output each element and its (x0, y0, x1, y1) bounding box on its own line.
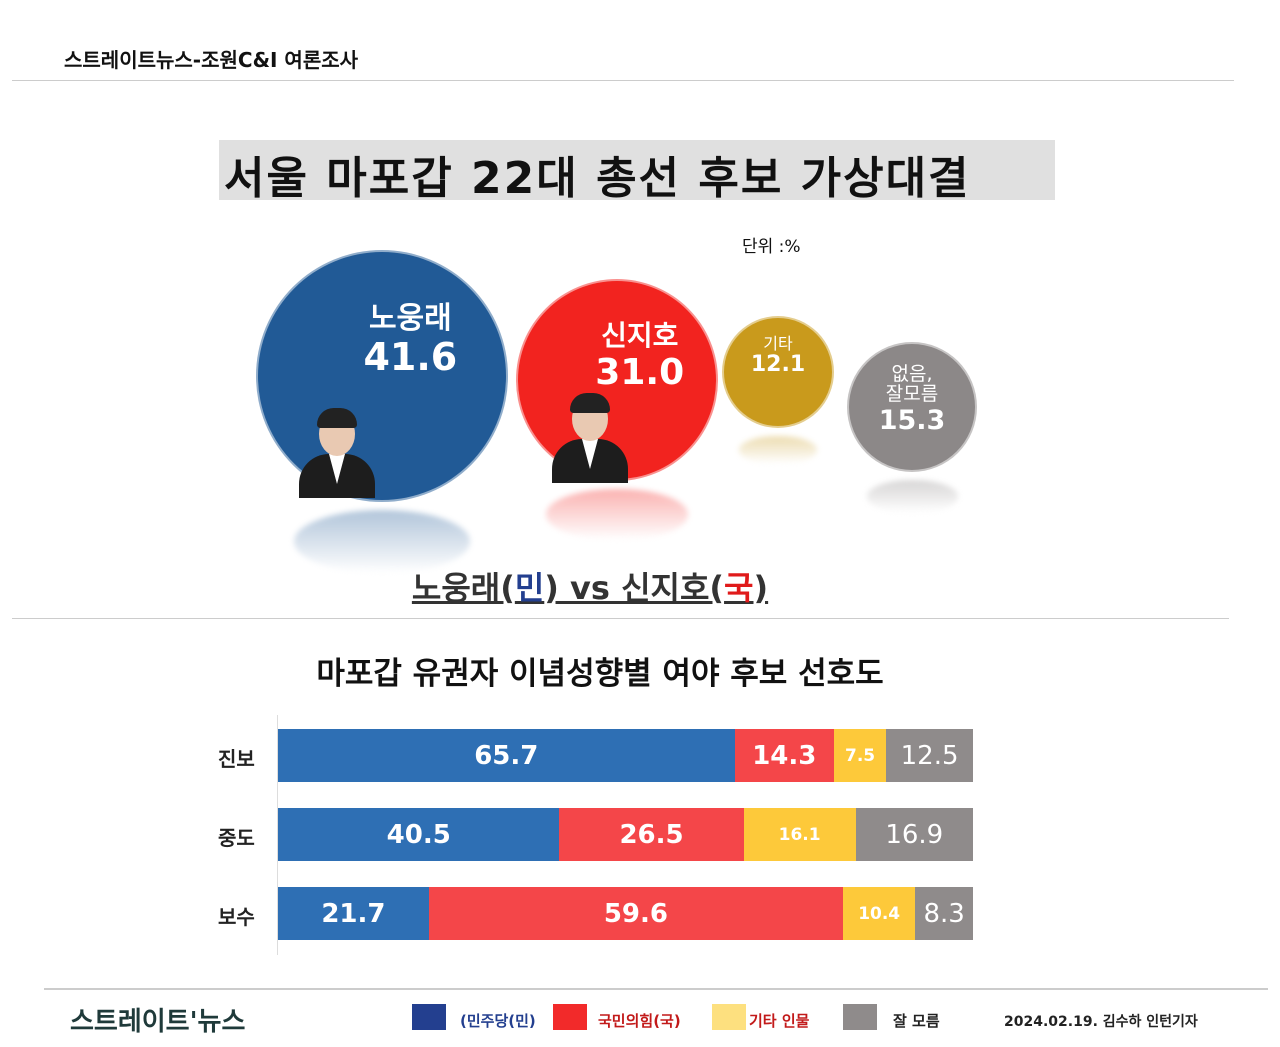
matchup-caption: 노웅래(민) vs 신지호(국) (0, 563, 1180, 609)
legend-swatch (412, 1004, 446, 1030)
bar-segment: 65.7 (278, 729, 735, 782)
bar-segment: 10.4 (843, 887, 916, 940)
bubble-reflection (546, 489, 688, 540)
bar-segment: 12.5 (886, 729, 973, 782)
row-label: 진보 (218, 747, 255, 771)
axis-line (277, 715, 278, 955)
legend-swatch (553, 1004, 587, 1030)
bubble-reflection (866, 480, 958, 513)
unit-label: 단위 :% (742, 237, 801, 257)
party-min: 민 (514, 569, 545, 607)
bar-segment: 16.9 (855, 808, 973, 861)
caption-part: ) vs 신지호( (544, 569, 725, 607)
bar-segment: 40.5 (278, 808, 560, 861)
byline: 2024.02.19. 김수하 인턴기자 (1004, 1014, 1198, 1030)
chart-title: 서울 마포갑 22대 총선 후보 가상대결 (224, 153, 971, 204)
candidate-photo (297, 408, 377, 498)
caption-part: ) (753, 569, 769, 607)
row-label: 중도 (218, 826, 255, 850)
bubble-reflection (293, 510, 471, 573)
bar-segment: 16.1 (743, 808, 856, 861)
legend-label: 국민의힘(국) (598, 1012, 681, 1030)
legend-label: 기타 인물 (749, 1012, 810, 1030)
bubble-value: 12.1 (750, 352, 806, 378)
legend-label: 잘 모름 (893, 1012, 940, 1030)
source-header: 스트레이트뉴스-조원C&I 여론조사 (64, 48, 359, 72)
bubble-reflection (738, 436, 818, 464)
title-background (219, 140, 1055, 200)
bubble-label: 없음, 잘모름 (885, 362, 939, 406)
legend-swatch (712, 1004, 746, 1030)
bubble-label: 신지호 (601, 319, 679, 353)
caption-part: 노웅래( (411, 569, 515, 607)
bar-segment: 8.3 (915, 887, 973, 940)
bubble-value: 41.6 (363, 335, 458, 380)
party-guk: 국 (724, 569, 754, 607)
bar-segment: 59.6 (428, 887, 844, 940)
legend-swatch (843, 1004, 877, 1030)
bubble-label: 기타 (763, 333, 793, 353)
bubble-value: 31.0 (595, 352, 685, 394)
bar-segment: 7.5 (834, 729, 887, 782)
legend-label: (민주당(민) (460, 1012, 536, 1030)
bubble-2: 기타 12.1 (722, 316, 834, 428)
row-label: 보수 (218, 905, 255, 929)
candidate-photo (550, 393, 630, 483)
bar-chart-title: 마포갑 유권자 이념성향별 여야 후보 선호도 (316, 656, 884, 692)
bubble-label: 노웅래 (368, 301, 452, 337)
bubble-value: 15.3 (878, 405, 946, 437)
logo: 스트레이트'뉴스 (70, 1007, 246, 1037)
bubble-0: 노웅래 41.6 (256, 250, 508, 502)
bar-segment: 14.3 (734, 729, 834, 782)
divider (12, 618, 1229, 619)
footer-divider (44, 988, 1268, 990)
bar-segment: 21.7 (278, 887, 429, 940)
divider (12, 80, 1234, 81)
bubble-3: 없음, 잘모름 15.3 (847, 342, 977, 472)
bar-segment: 26.5 (559, 808, 744, 861)
